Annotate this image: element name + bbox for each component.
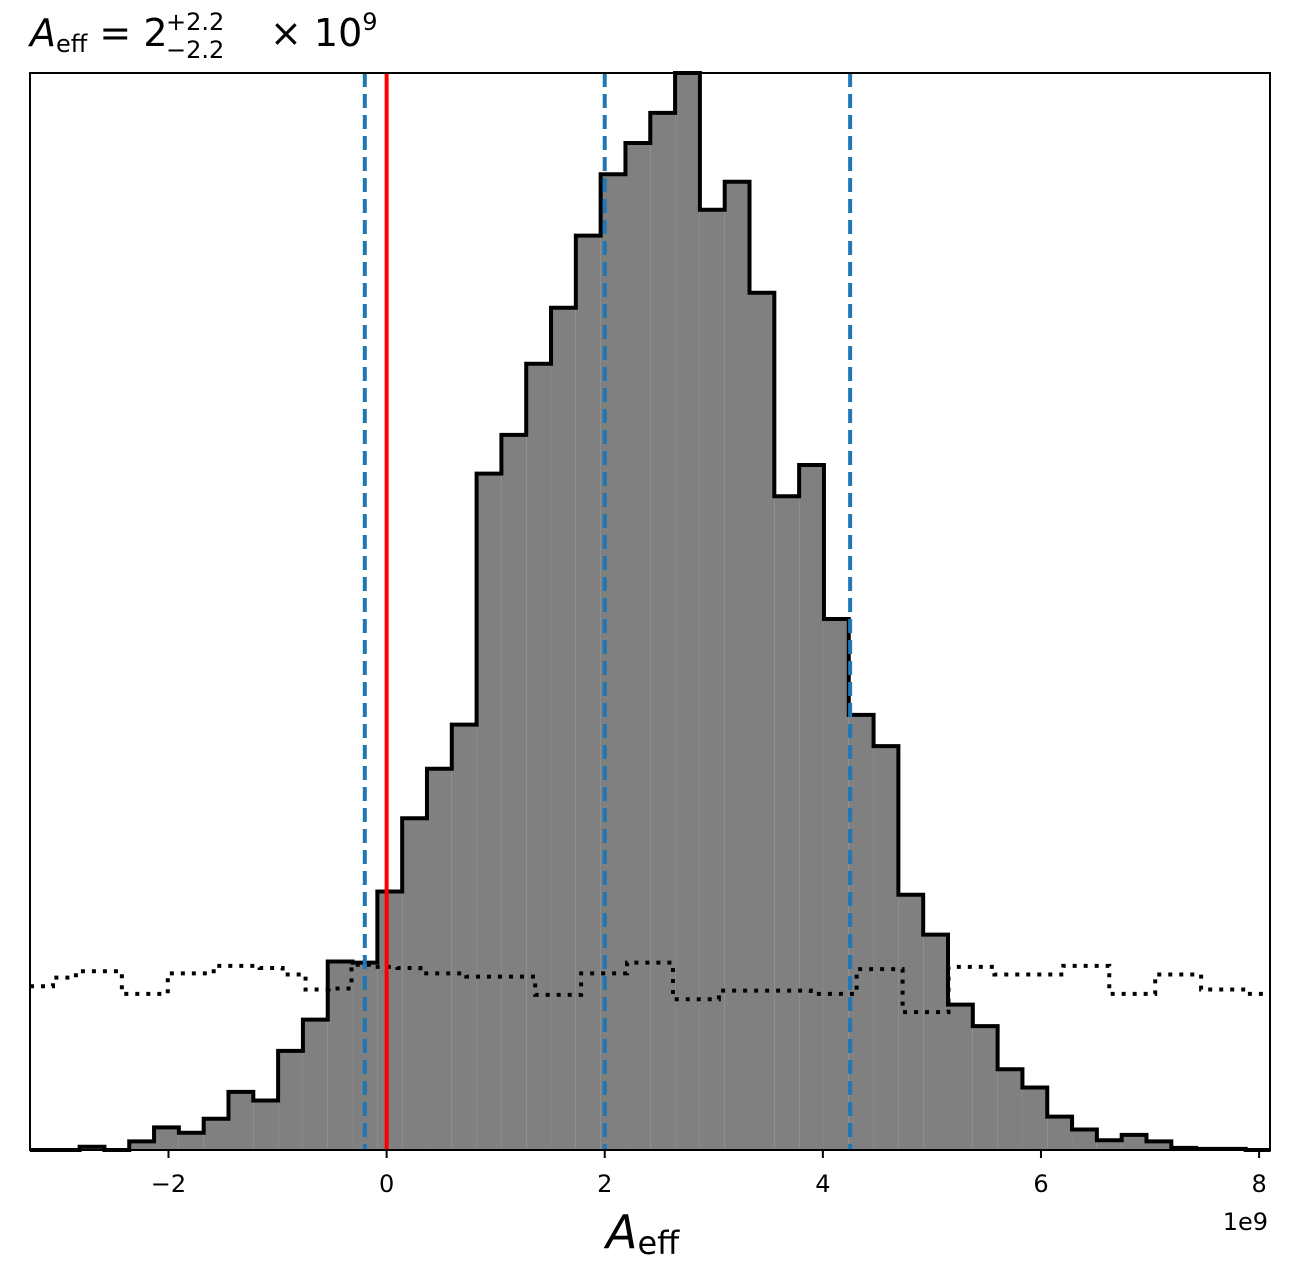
posterior-bar [327, 961, 353, 1150]
posterior-outline [30, 71, 1271, 1152]
posterior-bar [823, 619, 849, 1150]
posterior-bar [253, 1100, 279, 1150]
posterior-bar [650, 112, 676, 1150]
xlabel-symbol: A [603, 1205, 637, 1259]
title-median: 2 [143, 11, 167, 55]
prior-outline [30, 960, 1270, 1015]
posterior-bar [972, 1026, 998, 1150]
posterior-bar [402, 818, 427, 1150]
title-multiplier-group: × 109 [270, 8, 378, 55]
posterior-bar [551, 307, 576, 1150]
posterior-bar [699, 209, 725, 1151]
posterior-bar [873, 746, 899, 1150]
posterior-bar [1022, 1087, 1048, 1150]
posterior-bar [749, 292, 775, 1150]
plot-area [30, 71, 1271, 1152]
posterior-bar [1072, 1129, 1097, 1150]
posterior-bar [1121, 1134, 1147, 1150]
posterior-bar [501, 434, 527, 1150]
prior-layer [30, 960, 1270, 1015]
posterior-bar [154, 1127, 179, 1150]
posterior-bar [575, 235, 601, 1150]
posterior-bar [774, 496, 800, 1150]
posterior-bar [1096, 1140, 1122, 1150]
title-subscript: eff [56, 30, 88, 58]
posterior-bar [1146, 1141, 1172, 1150]
x-tick-label: 4 [815, 1170, 830, 1198]
title-multiplier: × 10 [270, 11, 362, 55]
posterior-bar [625, 143, 651, 1150]
reference-lines [362, 73, 853, 1150]
posterior-bar [476, 473, 502, 1150]
xlabel-subscript: eff [637, 1224, 680, 1262]
x-tick-label: 0 [379, 1170, 394, 1198]
posterior-bar [228, 1091, 254, 1150]
posterior-bar [302, 1019, 328, 1150]
title-plus: +2.2 [166, 8, 224, 36]
chart-title: Aeff = 2 [27, 11, 168, 58]
posterior-bar [129, 1141, 155, 1150]
title-exponent: 9 [362, 8, 377, 36]
x-tick-label: 2 [597, 1170, 612, 1198]
x-tick-label: 8 [1251, 1170, 1266, 1198]
posterior-bar [675, 73, 700, 1150]
posterior-bar [948, 1004, 973, 1150]
posterior-bar [848, 714, 874, 1150]
posterior-bar [1047, 1116, 1073, 1150]
posterior-bar [923, 934, 949, 1150]
x-tick-label: −2 [151, 1170, 186, 1198]
posterior-bar [898, 894, 924, 1150]
posterior-bar [278, 1050, 303, 1150]
title-equals: = [87, 11, 143, 55]
posterior-bar [426, 768, 452, 1150]
x-ticks: −2 0 2 4 6 8 [151, 1150, 1267, 1198]
posterior-bar [526, 363, 552, 1150]
posterior-bar [997, 1069, 1023, 1150]
posterior-bar [377, 891, 403, 1150]
posterior-bar [799, 465, 824, 1150]
posterior-bar [203, 1118, 229, 1150]
x-axis-label: Aeff [603, 1205, 680, 1262]
title-symbol: A [27, 11, 56, 55]
posterior-bar [178, 1132, 204, 1150]
x-tick-label: 6 [1033, 1170, 1048, 1198]
x-offset-label: 1e9 [1223, 1208, 1268, 1236]
posterior-bar [451, 724, 477, 1150]
axes-frame [29, 72, 1271, 1151]
posterior-bar [724, 181, 750, 1151]
title-minus: −2.2 [166, 36, 224, 64]
posterior-bar [352, 962, 378, 1150]
